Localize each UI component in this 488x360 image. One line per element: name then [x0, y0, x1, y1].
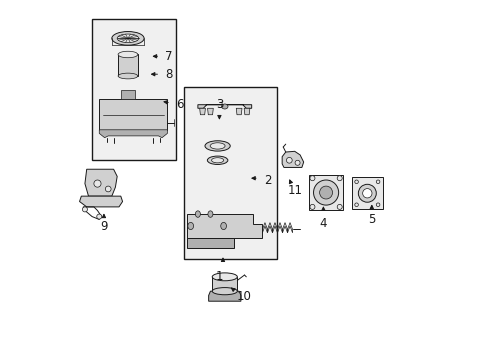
Ellipse shape — [117, 34, 139, 42]
Circle shape — [82, 207, 87, 212]
Circle shape — [376, 180, 379, 184]
Bar — [351, 177, 382, 210]
Bar — [121, 90, 135, 99]
Polygon shape — [80, 196, 122, 207]
Polygon shape — [282, 151, 303, 167]
Ellipse shape — [118, 51, 138, 58]
Circle shape — [354, 180, 358, 184]
Circle shape — [319, 186, 332, 199]
Ellipse shape — [212, 273, 237, 281]
Text: 4: 4 — [319, 216, 326, 230]
Circle shape — [354, 203, 358, 207]
Polygon shape — [187, 214, 262, 238]
Polygon shape — [207, 108, 213, 115]
Text: 7: 7 — [165, 50, 173, 63]
Circle shape — [362, 189, 371, 198]
Text: 1: 1 — [215, 270, 223, 283]
Bar — [118, 54, 138, 76]
Text: 3: 3 — [215, 98, 223, 111]
Polygon shape — [244, 108, 249, 115]
Circle shape — [105, 186, 111, 192]
Text: 2: 2 — [264, 174, 271, 186]
Text: 10: 10 — [237, 290, 251, 303]
Circle shape — [313, 180, 338, 205]
Ellipse shape — [220, 222, 226, 230]
Ellipse shape — [221, 104, 227, 109]
Circle shape — [337, 176, 342, 181]
Circle shape — [309, 176, 314, 181]
Text: 9: 9 — [100, 220, 107, 233]
Ellipse shape — [207, 156, 227, 165]
Circle shape — [97, 214, 102, 219]
Circle shape — [358, 184, 376, 202]
Ellipse shape — [195, 211, 200, 217]
Ellipse shape — [212, 288, 237, 295]
Circle shape — [286, 157, 292, 163]
Text: 6: 6 — [176, 98, 183, 111]
Polygon shape — [99, 130, 167, 138]
Ellipse shape — [204, 141, 230, 151]
Ellipse shape — [187, 222, 193, 230]
Circle shape — [294, 160, 300, 165]
Bar — [308, 175, 343, 211]
Ellipse shape — [210, 143, 224, 149]
Polygon shape — [198, 105, 251, 108]
Bar — [92, 19, 176, 160]
Circle shape — [337, 204, 342, 210]
Ellipse shape — [207, 211, 212, 217]
Text: 5: 5 — [367, 213, 375, 226]
Text: 11: 11 — [286, 184, 302, 197]
Polygon shape — [208, 291, 241, 301]
Polygon shape — [187, 238, 233, 248]
Ellipse shape — [211, 158, 223, 163]
Polygon shape — [236, 108, 242, 115]
Text: 8: 8 — [165, 68, 173, 81]
Circle shape — [376, 203, 379, 207]
Polygon shape — [212, 277, 237, 291]
Polygon shape — [199, 108, 205, 115]
Circle shape — [309, 204, 314, 210]
Polygon shape — [85, 169, 117, 196]
Bar — [183, 87, 276, 259]
Circle shape — [94, 180, 101, 187]
Ellipse shape — [112, 32, 144, 45]
Bar — [99, 99, 167, 130]
Ellipse shape — [118, 73, 138, 79]
